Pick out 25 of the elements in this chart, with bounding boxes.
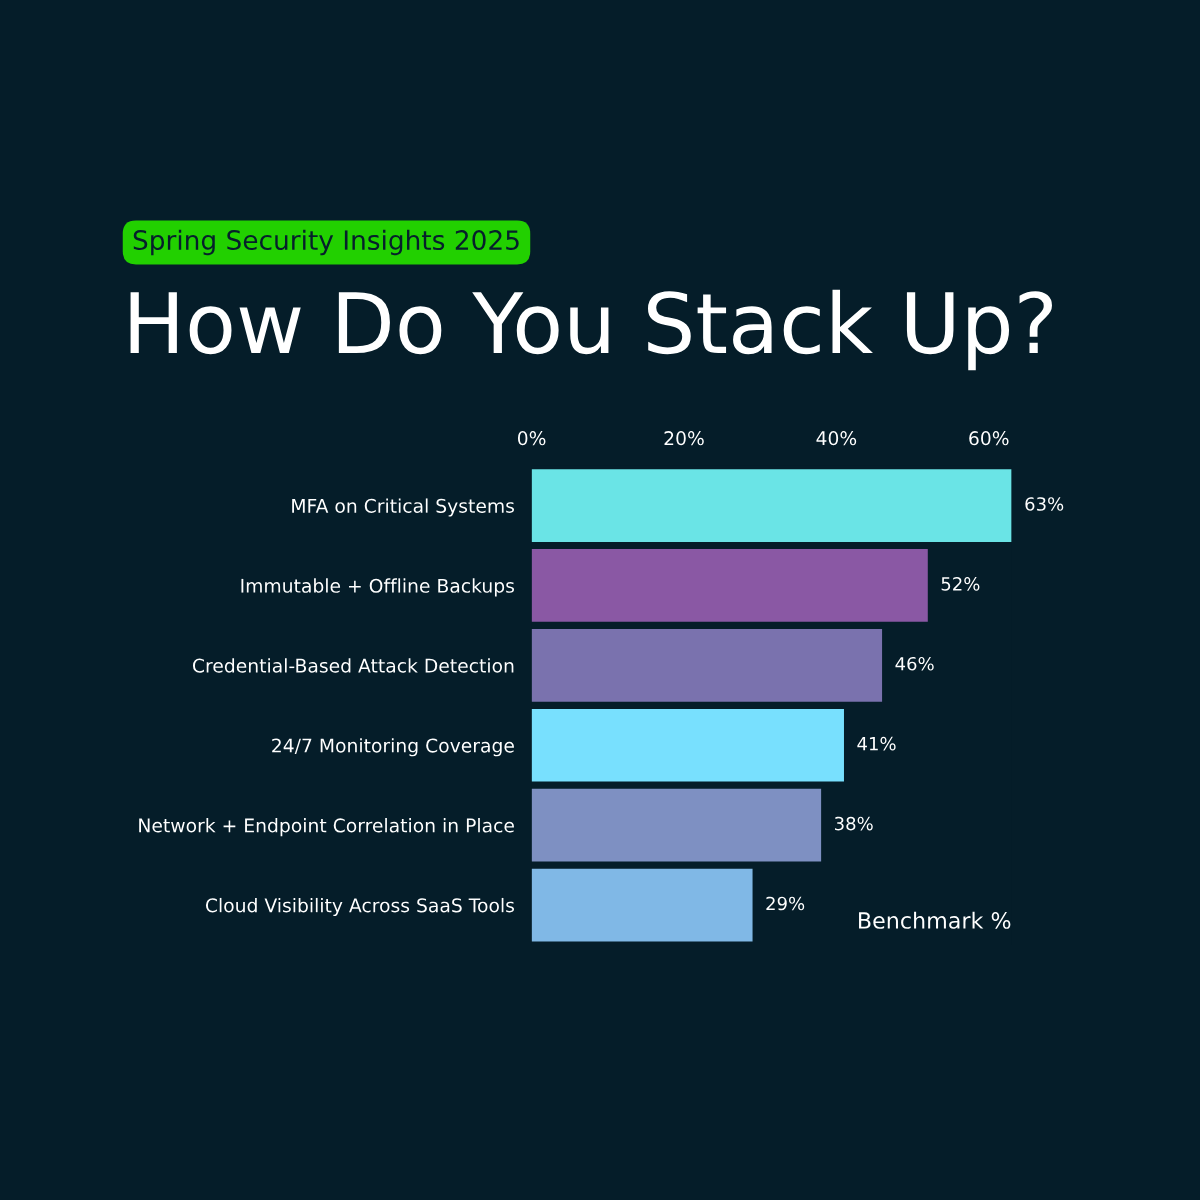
chart-title: How Do You Stack Up?	[130, 289, 1052, 371]
data-label: 52%	[941, 577, 980, 591]
bar	[531, 788, 822, 862]
y-tick-label: MFA on Critical Systems	[292, 498, 515, 517]
data-label: 46%	[895, 656, 934, 671]
data-label: 41%	[857, 736, 896, 751]
x-tick-label: 60%	[969, 431, 1009, 446]
y-tick-label: Network + Endpoint Correlation in Place	[139, 818, 514, 837]
data-label: 63%	[1025, 497, 1064, 511]
y-tick-label: Credential-Based Attack Detection	[192, 658, 514, 673]
chart-subtitle: Spring Security Insights 2025	[133, 229, 519, 256]
x-axis-title: Benchmark %	[859, 911, 1011, 929]
bar	[531, 868, 753, 942]
bar	[531, 708, 844, 782]
y-tick-label: 24/7 Monitoring Coverage	[272, 738, 514, 757]
data-label: 38%	[835, 816, 873, 831]
y-tick-label: Cloud Visibility Across SaaS Tools	[205, 897, 515, 917]
y-tick-label: Immutable + Offline Backups	[241, 578, 515, 597]
data-label: 29%	[766, 896, 805, 911]
x-tick-label: 40%	[816, 431, 857, 446]
x-tick-label: 20%	[664, 431, 704, 446]
bar	[531, 469, 1012, 542]
x-tick-label: 0%	[517, 431, 546, 446]
bar	[531, 629, 883, 702]
bar	[531, 549, 928, 622]
